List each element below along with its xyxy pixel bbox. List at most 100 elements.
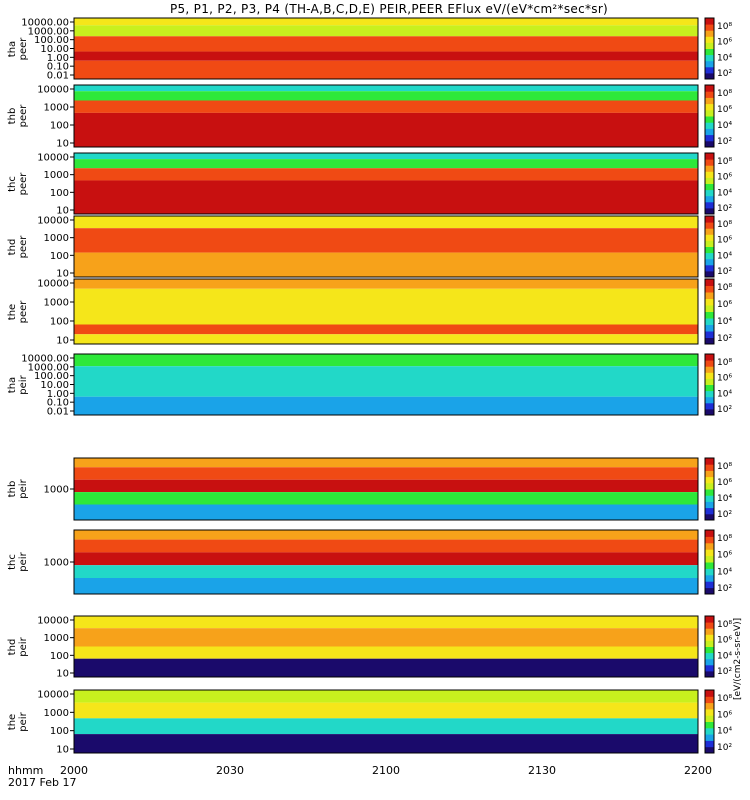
colorbar-frame: [704, 152, 715, 215]
colorbar-segment: [705, 240, 714, 247]
x-tick-label: 2030: [216, 764, 244, 777]
spectrogram-band: [74, 530, 698, 540]
probe-name: the: [7, 303, 18, 320]
colorbar-segment: [705, 103, 714, 111]
panel-frame: [73, 615, 699, 678]
colorbar-segment: [705, 42, 714, 49]
spectrogram-band: [74, 565, 698, 578]
species-name: peer: [18, 104, 29, 128]
colorbar-tick-label: 10²: [717, 334, 732, 344]
colorbar-frame: [704, 529, 715, 595]
y-tick-label: 0.01: [47, 71, 69, 82]
spectrogram-band: [74, 252, 698, 277]
spectrogram-band: [74, 658, 698, 677]
spectrogram-band: [74, 25, 698, 37]
colorbar-segment: [705, 171, 714, 178]
colorbar-segment: [705, 384, 714, 392]
colorbar-tick-label: 10²: [717, 584, 732, 594]
spectrogram-band: [74, 552, 698, 566]
y-tick-label: 10: [56, 669, 69, 680]
spectrogram-band: [74, 112, 698, 147]
colorbar-tick-label: 10⁶: [717, 551, 732, 561]
colorbar-tick-label: 10⁸: [717, 283, 732, 293]
spectrogram-band: [74, 36, 698, 52]
spectrogram-panel-thc-peir: 1000 10⁸ 10⁶ 10⁴ 10²: [44, 529, 732, 595]
spectrogram-band: [74, 492, 698, 505]
probe-name: tha: [7, 376, 18, 393]
species-name: peer: [18, 235, 29, 258]
y-tick-label: 1000: [44, 558, 69, 569]
colorbar-segment: [705, 378, 714, 385]
colorbar-segment: [705, 634, 714, 641]
colorbar-segment: [705, 270, 714, 278]
spectrogram-band: [74, 646, 698, 659]
colorbar-segment: [705, 246, 714, 254]
spectrogram-band: [74, 168, 698, 181]
colorbar-segment: [705, 690, 714, 697]
colorbar-segment: [705, 177, 714, 184]
colorbar-segment: [705, 366, 714, 373]
colorbar-segment: [705, 721, 714, 729]
colorbar-tick-label: 10⁴: [717, 389, 732, 399]
spectrogram-band: [74, 100, 698, 113]
colorbar-tick-label: 10⁴: [717, 727, 732, 737]
y-tick-label: 10: [56, 745, 69, 756]
colorbar-segment: [705, 66, 714, 74]
colorbar-tick-label: 10²: [717, 137, 732, 147]
spectrogram-panel-the-peer: 10000 1000 100 10 10⁸ 10⁶ 10⁴ 10²: [37, 278, 732, 347]
colorbar-tick-label: 10⁴: [717, 121, 732, 131]
colorbar-segment: [705, 513, 714, 521]
colorbar-tick-label: 10⁴: [717, 53, 732, 63]
colorbar-segment: [705, 549, 714, 557]
probe-name: tha: [7, 40, 18, 57]
spectrogram-panel-thd-peir: 10000 1000 100 10 10⁸ 10⁶ 10⁴ 10²: [37, 615, 732, 680]
colorbar-segment: [705, 574, 714, 582]
y-tick-label: 10.00: [40, 380, 69, 391]
colorbar-tick-label: 10⁴: [717, 651, 732, 661]
x-tick-label: 2000: [60, 764, 88, 777]
colorbar-segment: [705, 134, 714, 142]
y-tick-label: 100: [50, 651, 69, 662]
colorbar-segment: [705, 122, 714, 129]
colorbar-tick-label: 10⁶: [717, 300, 732, 310]
y-tick-label: 1000.00: [28, 362, 69, 373]
colorbar-caption: [eV/(cm2-s-sr-eV)]: [733, 617, 743, 700]
y-tick-label: 100: [50, 251, 69, 262]
y-tick-label: 100: [50, 188, 69, 199]
colorbar-segment: [705, 740, 714, 748]
colorbar-segment: [705, 458, 714, 465]
spectrogram-band: [74, 216, 698, 229]
colorbar-segment: [705, 360, 714, 367]
y-tick-label: 100: [50, 121, 69, 132]
colorbar-segment: [705, 54, 714, 62]
panel-label: thc peer: [7, 164, 29, 204]
colorbar-tick-label: 10⁸: [717, 22, 732, 32]
colorbar-segment: [705, 408, 714, 416]
spectrogram-band: [74, 366, 698, 385]
spectrogram-band: [74, 228, 698, 253]
colorbar-tick-label: 10⁸: [717, 620, 732, 630]
x-tick-label: 2100: [372, 764, 400, 777]
spectrogram-band: [74, 578, 698, 594]
colorbar-segment: [705, 201, 714, 209]
panel-frame: [73, 215, 699, 278]
y-tick-label: 1000: [44, 633, 69, 644]
colorbar-tick-label: 10⁶: [717, 38, 732, 48]
colorbar-frame: [704, 353, 715, 416]
y-tick-label: 10000: [37, 690, 69, 701]
colorbar-tick-label: 10²: [717, 405, 732, 415]
panel-label: tha peir: [7, 365, 29, 405]
colorbar-segment: [705, 285, 714, 293]
colorbar-tick-label: 10⁸: [717, 157, 732, 167]
y-tick-label: 10000: [37, 216, 69, 227]
y-tick-label: 10: [56, 336, 69, 347]
colorbar-tick-label: 10⁶: [717, 105, 732, 115]
colorbar-segment: [705, 664, 714, 672]
colorbar-tick-label: 10⁴: [717, 188, 732, 198]
spectrogram-band: [74, 734, 698, 753]
colorbar-segment: [705, 292, 714, 299]
spectrogram-band: [74, 60, 698, 79]
panel-frame: [73, 84, 699, 148]
colorbar-segment: [705, 501, 714, 509]
